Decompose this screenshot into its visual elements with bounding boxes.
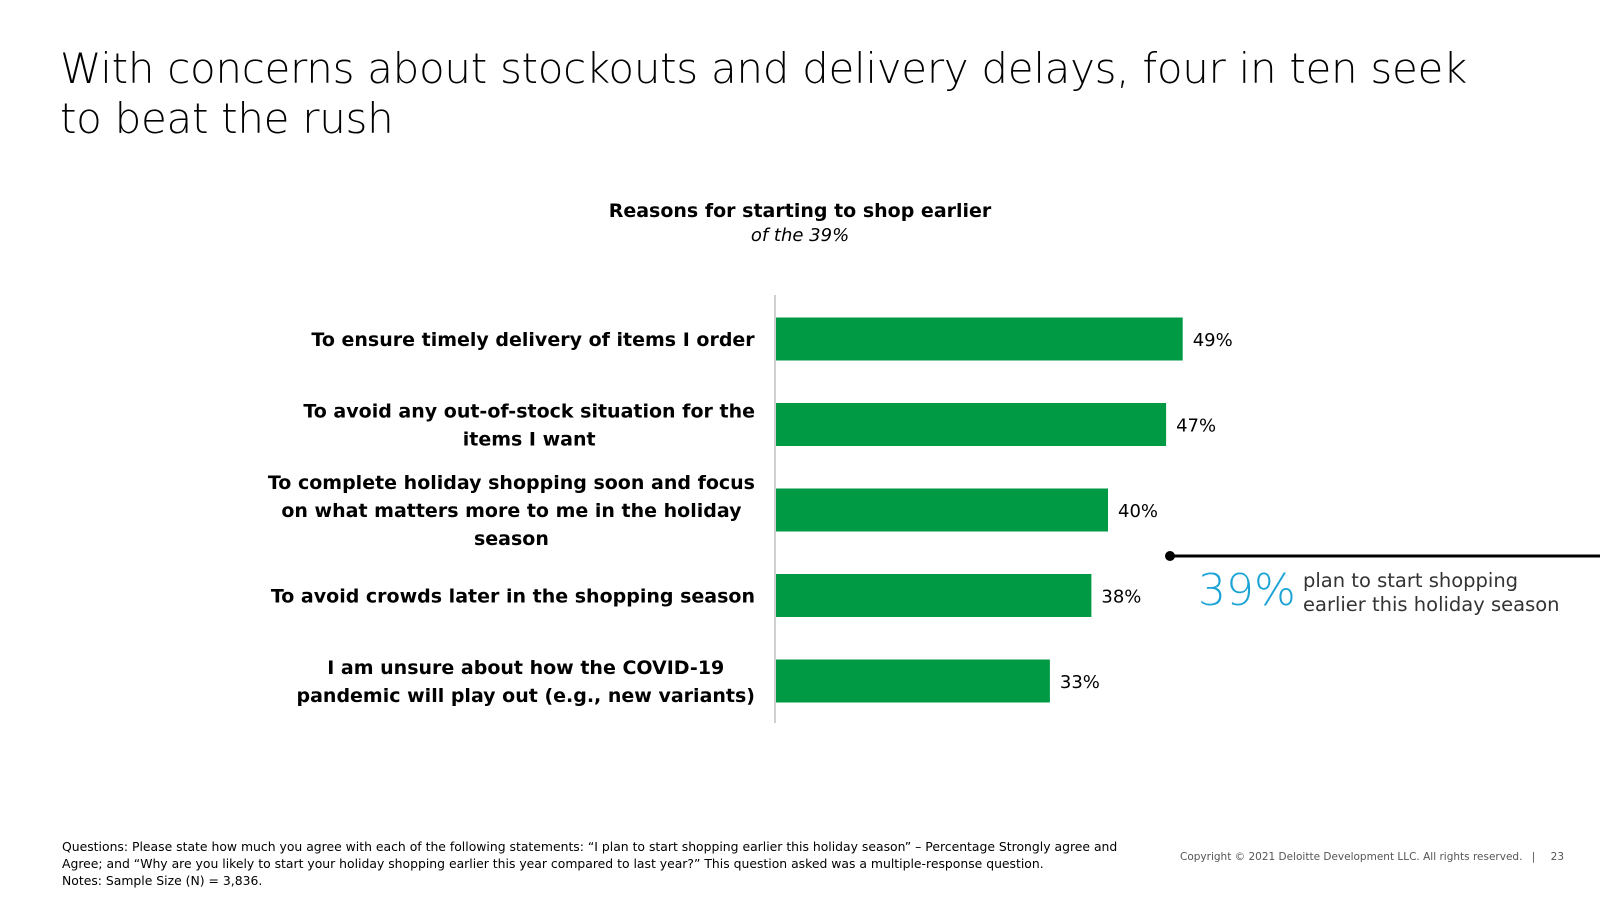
category-label-line: on what matters more to me in the holida… bbox=[281, 500, 742, 522]
chart-heading: Reasons for starting to shop earlier of … bbox=[560, 198, 1040, 248]
callout-text: plan to start shopping earlier this holi… bbox=[1303, 569, 1560, 616]
category-label-line: items I want bbox=[463, 429, 596, 451]
category-label: To avoid crowds later in the shopping se… bbox=[271, 586, 755, 608]
bar-value-label: 38% bbox=[1101, 587, 1141, 608]
copyright: Copyright © 2021 Deloitte Development LL… bbox=[1180, 850, 1564, 864]
copyright-text: Copyright © 2021 Deloitte Development LL… bbox=[1180, 851, 1523, 863]
bar bbox=[776, 403, 1167, 446]
slide-title: With concerns about stockouts and delive… bbox=[60, 44, 1468, 143]
callout-connector-dot bbox=[1165, 551, 1175, 561]
chart-subtitle: of the 39% bbox=[750, 225, 850, 246]
category-label-line: I am unsure about how the COVID-19 bbox=[327, 657, 724, 679]
footnotes: Questions: Please state how much you agr… bbox=[62, 838, 1122, 889]
callout-big-number: 39% bbox=[1198, 565, 1296, 616]
category-label-line: pandemic will play out (e.g., new varian… bbox=[297, 685, 756, 707]
bar bbox=[776, 659, 1050, 703]
category-label-line: To avoid crowds later in the shopping se… bbox=[271, 586, 755, 608]
category-label-line: To ensure timely delivery of items I ord… bbox=[311, 329, 755, 351]
bar bbox=[776, 574, 1092, 617]
bar bbox=[776, 488, 1108, 532]
bar-value-label: 33% bbox=[1060, 672, 1100, 693]
category-label: To avoid any out-of-stock situation for … bbox=[303, 401, 755, 451]
copyright-separator: | bbox=[1531, 851, 1536, 863]
chart-title: Reasons for starting to shop earlier bbox=[608, 200, 992, 222]
category-label: To ensure timely delivery of items I ord… bbox=[311, 329, 755, 351]
bar-value-label: 40% bbox=[1118, 501, 1158, 522]
category-label-line: season bbox=[474, 528, 549, 550]
category-label: To complete holiday shopping soon and fo… bbox=[268, 472, 755, 550]
category-label-line: To complete holiday shopping soon and fo… bbox=[268, 472, 755, 494]
bar bbox=[776, 317, 1183, 361]
footnote-line: Agree; and “Why are you likely to start … bbox=[62, 856, 1044, 871]
bar-value-label: 47% bbox=[1176, 416, 1216, 437]
page-number: 23 bbox=[1550, 851, 1565, 863]
category-label: I am unsure about how the COVID-19 pandem… bbox=[297, 657, 756, 707]
footnote-line: Questions: Please state how much you agr… bbox=[62, 839, 1118, 854]
footnote-line: Notes: Sample Size (N) = 3,836. bbox=[62, 873, 263, 888]
bar-value-label: 49% bbox=[1193, 330, 1233, 351]
category-label-line: To avoid any out-of-stock situation for … bbox=[303, 401, 755, 423]
